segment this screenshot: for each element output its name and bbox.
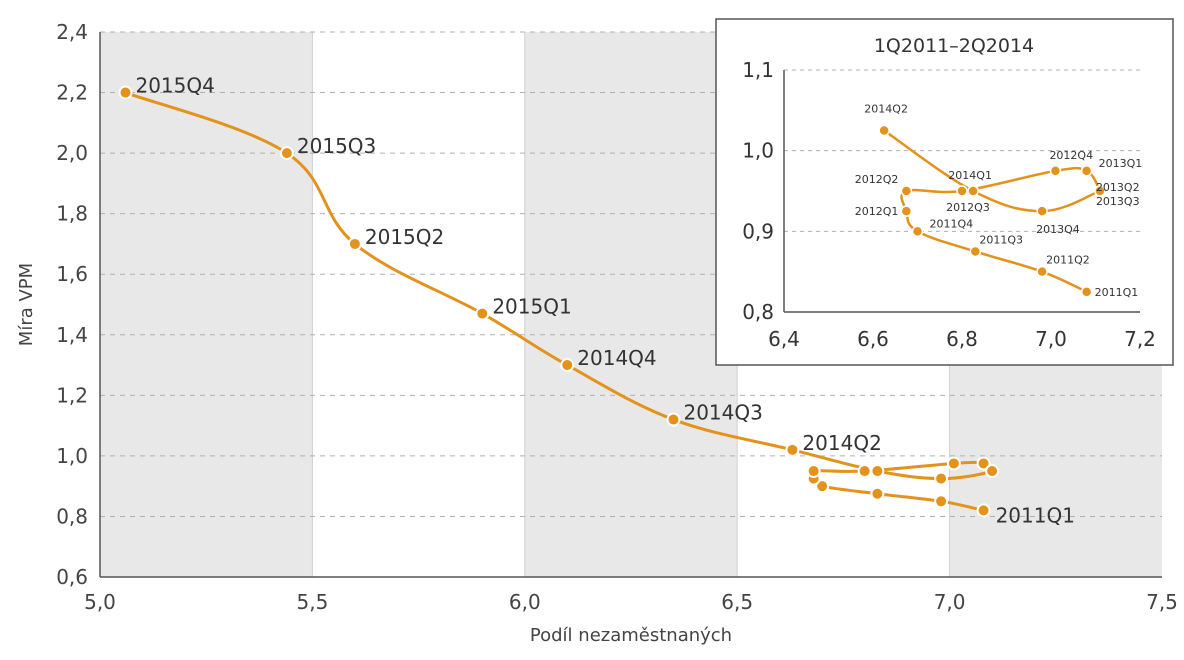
inset-data-label: 2011Q2	[1046, 254, 1090, 267]
y-tick-label: 1,4	[56, 323, 88, 347]
inset-x-tick-label: 6,6	[857, 327, 889, 351]
inset-chart: 1Q2011–2Q2014 0,8 0,9 1,0 1,1 6,4 6,6 6,8 7,0 7,…	[715, 18, 1174, 366]
inset-point-labels: 2011Q1 2011Q2 2011Q3 2011Q4 2012Q1 2012Q2 2012…	[855, 103, 1143, 299]
main-point-labels: 2011Q1 2014Q2 2014Q3 2014Q4 2015Q1 2015Q2 2015…	[135, 74, 1074, 528]
inset-data-label: 2013Q2	[1096, 181, 1140, 194]
data-point	[279, 146, 294, 161]
inset-y-tick-label: 0,8	[742, 300, 774, 324]
data-point	[985, 464, 1000, 479]
inset-data-label: 2013Q3	[1096, 195, 1140, 208]
inset-x-tick-label: 7,2	[1124, 327, 1156, 351]
data-point	[118, 85, 133, 100]
inset-data-label: 2012Q1	[855, 205, 899, 218]
inset-data-label: 2014Q1	[948, 169, 992, 182]
x-tick-label: 5,0	[84, 590, 116, 614]
data-point	[857, 464, 872, 479]
inset-data-point	[1049, 165, 1062, 177]
y-tick-label: 2,2	[56, 81, 88, 105]
inset-data-label: 2012Q2	[855, 173, 899, 186]
data-point	[934, 471, 949, 486]
plot-band	[100, 32, 313, 577]
x-tick-label: 7,0	[934, 590, 966, 614]
data-label: 2015Q1	[492, 295, 571, 319]
inset-data-point	[1080, 165, 1093, 177]
data-point	[934, 494, 949, 509]
inset-x-tick-label: 7,0	[1035, 327, 1067, 351]
inset-data-label: 2013Q4	[1036, 223, 1080, 236]
main-series-points	[118, 85, 1000, 518]
inset-data-label: 2012Q4	[1049, 149, 1093, 162]
inset-data-point	[878, 124, 890, 137]
inset-y-tick-label: 1,0	[742, 139, 774, 163]
data-label: 2014Q2	[802, 431, 881, 455]
inset-data-point	[1036, 205, 1048, 217]
x-tick-label: 6,0	[509, 590, 541, 614]
y-tick-label: 1,8	[56, 202, 88, 226]
inset-data-label: 2014Q2	[864, 103, 908, 116]
inset-data-point	[1094, 185, 1106, 197]
inset-data-point	[900, 205, 913, 217]
data-label: 2011Q1	[996, 503, 1075, 527]
inset-data-point	[900, 185, 913, 197]
y-tick-label: 1,0	[56, 444, 88, 468]
y-tick-label: 1,2	[56, 383, 88, 407]
inset-title: 1Q2011–2Q2014	[874, 35, 1034, 57]
y-axis-title: Míra VPM	[16, 263, 37, 346]
inset-data-point	[1036, 265, 1048, 278]
data-label: 2014Q3	[683, 401, 762, 425]
y-tick-label: 2,0	[56, 141, 88, 165]
data-point	[815, 479, 830, 494]
inset-x-tick-label: 6,4	[768, 327, 800, 351]
x-tick-label: 6,5	[721, 590, 753, 614]
inset-axes: 0,8 0,9 1,0 1,1 6,4 6,6 6,8 7,0 7,2	[742, 58, 1156, 351]
data-label: 2015Q3	[297, 134, 376, 158]
inset-series-points	[878, 124, 1106, 298]
inset-grid	[784, 69, 1140, 232]
data-point	[870, 486, 885, 501]
inset-data-label: 2013Q1	[1099, 157, 1143, 170]
data-point	[976, 456, 991, 471]
y-tick-label: 0,6	[56, 565, 88, 589]
plot-band	[524, 32, 738, 577]
data-point	[870, 464, 885, 479]
y-tick-label: 2,4	[56, 20, 88, 44]
inset-x-tick-label: 6,8	[946, 327, 978, 351]
inset-data-label: 2012Q3	[946, 201, 990, 214]
inset-data-point	[969, 245, 982, 258]
y-tick-label: 1,6	[56, 262, 88, 286]
data-label: 2015Q4	[135, 74, 214, 98]
data-point	[475, 306, 490, 321]
data-point	[946, 456, 961, 471]
x-axis-title: Podíl nezaměstnaných	[530, 625, 732, 646]
data-point	[976, 503, 991, 518]
y-tick-label: 0,8	[56, 504, 88, 528]
data-point	[806, 464, 821, 479]
inset-data-label: 2011Q1	[1095, 286, 1139, 299]
inset-data-point	[967, 185, 979, 197]
inset-data-point	[956, 185, 968, 197]
inset-y-tick-label: 0,9	[742, 219, 774, 243]
inset-data-point	[911, 225, 924, 238]
x-tick-label: 7,5	[1146, 590, 1178, 614]
data-label: 2014Q4	[577, 346, 656, 370]
main-plot-axes: 0,6 0,8 1,0 1,2 1,4 1,6 1,8 2,0 2,2 2,4 5,0 5,5 6,0 6…	[56, 20, 1178, 614]
data-point	[785, 442, 800, 457]
data-label: 2015Q2	[365, 225, 444, 249]
x-tick-label: 5,5	[296, 590, 328, 614]
data-point	[560, 358, 575, 373]
data-point	[666, 412, 681, 427]
inset-data-label: 2011Q4	[930, 217, 974, 230]
inset-data-point	[1080, 286, 1093, 298]
data-point	[347, 236, 362, 251]
inset-y-tick-label: 1,1	[742, 58, 774, 82]
inset-data-label: 2011Q3	[979, 234, 1023, 247]
